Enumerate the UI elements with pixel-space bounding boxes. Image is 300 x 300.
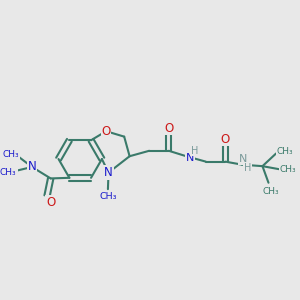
Text: CH₃: CH₃ xyxy=(280,165,296,174)
Text: CH₃: CH₃ xyxy=(99,192,117,201)
Text: O: O xyxy=(164,122,173,135)
Text: O: O xyxy=(101,125,111,138)
Text: CH₃: CH₃ xyxy=(0,168,16,177)
Text: CH₃: CH₃ xyxy=(277,147,293,156)
Text: H: H xyxy=(191,146,198,156)
Text: N: N xyxy=(28,160,36,173)
Text: O: O xyxy=(221,133,230,146)
Text: CH₃: CH₃ xyxy=(262,187,279,196)
Text: H: H xyxy=(244,163,251,173)
Text: N: N xyxy=(239,154,247,164)
Text: O: O xyxy=(46,196,55,209)
Text: N: N xyxy=(104,166,113,179)
Text: CH₃: CH₃ xyxy=(3,150,19,159)
Text: N: N xyxy=(186,153,194,163)
